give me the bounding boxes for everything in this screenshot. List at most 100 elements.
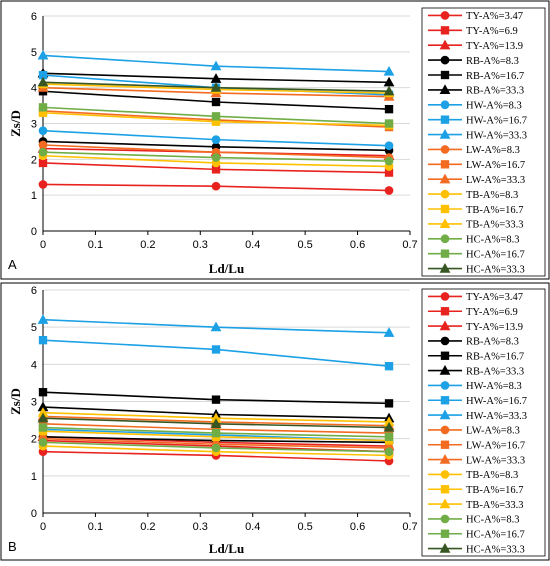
legend-label: RB-A%=33.3: [466, 86, 524, 97]
legend-item: RB-A%=33.3: [428, 84, 524, 97]
legend-label: LW-A%=16.7: [466, 160, 525, 171]
data-point: [211, 97, 221, 107]
legend-label: LW-A%=8.3: [466, 426, 520, 437]
data-point: [383, 327, 395, 337]
legend-label: RB-A%=16.7: [466, 352, 524, 363]
y-axis-label: Zs/D: [8, 110, 23, 137]
series-group-b: [37, 314, 395, 466]
y-axis-label: Zs/D: [8, 388, 23, 415]
y-tick-label: 5: [31, 322, 37, 334]
legend-label: RB-A%=33.3: [466, 366, 524, 377]
legend-label: HC-A%=16.7: [466, 530, 525, 541]
legend-swatch-marker: [440, 204, 450, 214]
legend-item: LW-A%=16.7: [428, 441, 525, 452]
panel-a-letter: A: [8, 257, 17, 272]
data-point: [384, 186, 394, 195]
legend-swatch-marker: [440, 145, 450, 154]
legend-swatch-marker: [439, 173, 451, 184]
data-point: [384, 104, 394, 114]
data-point: [211, 135, 221, 144]
legend-item: LW-A%=33.3: [428, 454, 525, 466]
data-point: [383, 65, 395, 76]
data-point: [38, 336, 48, 345]
y-tick-label: 0: [31, 226, 37, 238]
data-point: [383, 85, 395, 96]
series-hw-a-8-3: [38, 126, 394, 151]
legend-a: TY-A%=3.47 TY-A%=6.9 TY-A%=13.9 RB-A%=8.3 RB…: [421, 7, 546, 277]
panel-b-letter: B: [8, 539, 17, 554]
legend-item: RB-A%=8.3: [428, 336, 519, 348]
legend-frame: [421, 288, 546, 557]
data-point: [38, 180, 48, 189]
series-hc-a-8-3: [38, 438, 394, 457]
legend-item: HC-A%=16.7: [428, 249, 525, 260]
legend-item: LW-A%=16.7: [428, 160, 525, 171]
x-axis-label: Ld/Lu: [209, 541, 244, 556]
y-tick-label: 3: [31, 397, 37, 409]
legend-swatch-marker: [439, 128, 451, 139]
data-point: [384, 399, 394, 408]
legend-swatch-marker: [439, 454, 451, 464]
legend-swatch-marker: [439, 498, 451, 509]
legend-label: LW-A%=33.3: [466, 175, 525, 186]
y-tick-label: 6: [31, 11, 37, 23]
x-tick-label: 0.3: [193, 239, 208, 251]
legend-item: HW-A%=8.3: [428, 100, 522, 112]
legend-swatch-marker: [440, 307, 450, 316]
axes-group-b: 0 1 2 3 4 5 6 0 0.1 0.2 0.3 0.4 0.5 0.6 0.7 Ld/Lu Zs/D: [8, 285, 418, 556]
legend-item: HW-A%=16.7: [428, 396, 527, 407]
legend-swatch-marker: [439, 320, 451, 331]
x-tick-label: 0.5: [297, 239, 312, 251]
legend-label: HC-A%=33.3: [466, 264, 525, 275]
x-tick-label: 0.1: [88, 239, 103, 251]
x-tick-label: 0: [40, 521, 46, 533]
legend-item: HC-A%=8.3: [428, 514, 519, 526]
legend-swatch-marker: [439, 84, 451, 95]
legend-swatch-marker: [439, 365, 451, 375]
x-axis-label: Ld/Lu: [209, 261, 244, 276]
y-tick-label: 4: [31, 359, 37, 371]
x-tick-label: 0.7: [402, 239, 417, 251]
legend-label: RB-A%=16.7: [466, 71, 524, 82]
legend-label: TB-A%=33.3: [466, 500, 524, 511]
legend-swatch-marker: [439, 262, 451, 273]
x-tick-label: 0.5: [297, 521, 312, 533]
legend-label: TB-A%=16.7: [466, 485, 524, 496]
x-tick-label: 0.4: [245, 521, 260, 533]
legend-item: TB-A%=33.3: [428, 498, 524, 511]
series-hc-a-8-3: [38, 147, 394, 166]
data-point: [38, 126, 48, 136]
legend-swatch-marker: [439, 543, 451, 553]
legend-item: HC-A%=33.3: [428, 262, 525, 275]
y-tick-label: 2: [31, 154, 37, 166]
y-tick-label: 1: [31, 190, 37, 202]
legend-label: TY-A%=13.9: [466, 41, 523, 52]
data-point: [38, 147, 48, 157]
data-point: [211, 443, 221, 453]
legend-item: HC-A%=16.7: [428, 530, 525, 541]
y-tick-label: 2: [31, 434, 37, 446]
legend-item: TB-A%=8.3: [428, 470, 518, 481]
legend-label: TB-A%=8.3: [466, 190, 518, 201]
y-tick-label: 3: [31, 119, 37, 131]
legend-item: HW-A%=8.3: [428, 381, 522, 392]
legend-swatch-marker: [440, 26, 450, 35]
legend-item: TY-A%=3.47: [428, 11, 523, 22]
series-group-a: [37, 49, 395, 195]
data-point: [211, 428, 221, 438]
legend-swatch-marker: [440, 336, 450, 346]
x-tick-label: 0.4: [245, 239, 260, 251]
legend-label: TY-A%=3.47: [466, 292, 523, 303]
legend-label: RB-A%=8.3: [466, 56, 519, 67]
legend-item: TB-A%=8.3: [428, 189, 518, 201]
legend-swatch-marker: [440, 11, 450, 20]
legend-item: HW-A%=33.3: [428, 409, 527, 422]
legend-item: TB-A%=16.7: [428, 205, 524, 216]
legend-swatch-marker: [439, 409, 451, 420]
y-tick-label: 1: [31, 471, 37, 483]
legend-item: HW-A%=33.3: [428, 128, 527, 141]
data-point: [384, 119, 394, 128]
data-point: [210, 418, 222, 428]
legend-item: RB-A%=8.3: [428, 55, 519, 67]
